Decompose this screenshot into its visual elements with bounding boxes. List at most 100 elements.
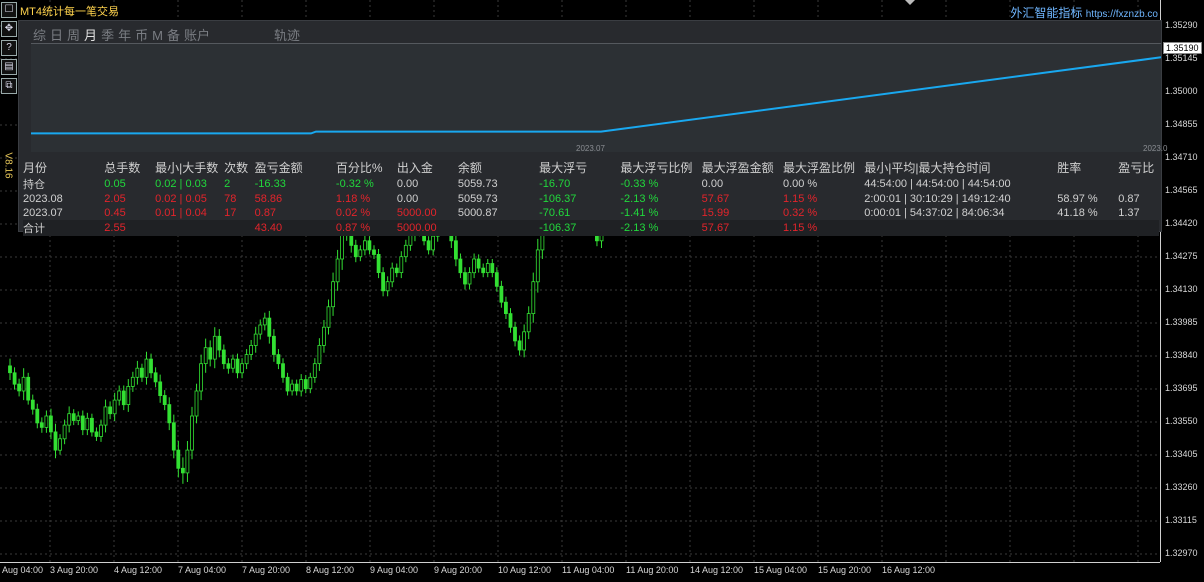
candle-body	[249, 344, 254, 355]
brand-link[interactable]: 外汇智能指标 https://fxznzb.co	[1010, 4, 1158, 21]
stats-cell: 57.67	[701, 193, 730, 205]
candle-body	[294, 383, 299, 392]
stats-cell: 57.67	[701, 220, 783, 236]
time-tick-label: 3 Aug 20:00	[50, 565, 99, 575]
candle-body	[203, 347, 208, 365]
stats-cell: 0.02 | 0.03	[155, 178, 207, 190]
stats-cell: 余额	[457, 161, 482, 175]
candle-body	[171, 422, 176, 451]
candle-body	[185, 449, 190, 474]
price-tick-label: 1.33695	[1165, 383, 1198, 393]
candle-body	[76, 415, 81, 421]
time-tick-label: 15 Aug 04:00	[754, 565, 808, 575]
stats-cell: 5000.00	[396, 220, 458, 236]
stats-table: 月份 总手数 最小|大手数 次数 盈亏金额 百分比% 出入金 余额 最大浮亏 最大浮亏比例 最大浮盈…	[23, 159, 1159, 236]
stats-cell: 41.18 %	[1057, 207, 1098, 219]
candle-body	[385, 281, 390, 292]
tab-4[interactable]: 季	[101, 28, 115, 43]
candle-body	[144, 358, 149, 378]
tab-9[interactable]: 账户	[183, 28, 210, 43]
stats-cell	[1057, 220, 1119, 236]
tab-8[interactable]: 备	[166, 28, 180, 43]
tab-1[interactable]: 日	[50, 28, 64, 43]
move-icon[interactable]: ✥	[1, 21, 17, 37]
stats-row: 持仓 0.05 0.02 | 0.03 2 -16.33 -0.32 % 0.00 5059.…	[23, 176, 1159, 192]
candle-body	[71, 413, 76, 421]
price-tick-label: 1.33405	[1165, 449, 1198, 459]
candle-body	[199, 363, 204, 392]
price-chart[interactable]	[0, 0, 1160, 562]
brand-url: https://fxznzb.co	[1085, 9, 1158, 20]
tab-0[interactable]: 综	[33, 28, 47, 43]
stats-row: 2023.08 2.05 0.02 | 0.05 78 58.86 1.18 % 0.00 5…	[23, 192, 1159, 206]
time-tick-label: 4 Aug 12:00	[114, 565, 163, 575]
candle-body	[212, 335, 217, 360]
candle-body	[358, 249, 363, 258]
brand-name: 外汇智能指标	[1010, 6, 1083, 20]
candle-body	[90, 417, 94, 433]
candle-body	[167, 404, 172, 424]
candle-body	[258, 324, 263, 335]
stats-cell: 最大浮盈比例	[782, 161, 855, 175]
candle-body	[235, 358, 240, 374]
candle-body	[121, 390, 126, 406]
candle-body	[17, 383, 22, 392]
candle-body	[321, 326, 326, 346]
time-tick-label: 9 Aug 20:00	[434, 565, 483, 575]
candle-body	[517, 340, 522, 351]
price-tick-label: 1.34275	[1165, 251, 1198, 261]
stats-cell: 0.01 | 0.04	[155, 207, 207, 219]
candle-body	[217, 335, 222, 351]
candle-body	[85, 417, 90, 431]
stats-cell: 5000.00	[396, 207, 437, 219]
candle-body	[381, 272, 386, 292]
layout-icon[interactable]: ▤	[1, 59, 17, 75]
left-toolbar: ☐ ✥? ▤ ⧉	[1, 2, 17, 97]
price-tick-label: 1.34420	[1165, 218, 1198, 228]
candle-body	[103, 406, 108, 426]
candle-body	[139, 367, 144, 378]
candle-body	[312, 363, 317, 378]
stats-cell: 0.87	[254, 207, 277, 219]
tab-2[interactable]: 周	[67, 28, 81, 43]
candle-body	[226, 363, 231, 369]
candle-body	[431, 235, 436, 251]
copy-icon[interactable]: ⧉	[1, 78, 17, 94]
price-tick-label: 1.33260	[1165, 482, 1198, 492]
tab-6[interactable]: 币	[135, 28, 149, 43]
stats-cell: 总手数	[104, 161, 141, 175]
stats-cell: 合计	[23, 220, 105, 236]
tab-7[interactable]: M	[152, 28, 163, 43]
tab-5[interactable]: 年	[118, 28, 132, 43]
price-tick-label: 1.35290	[1165, 20, 1198, 30]
help-icon[interactable]: ?	[1, 40, 17, 56]
stats-cell: 15.99	[701, 207, 730, 219]
window-restore-icon[interactable]: ☐	[1, 2, 17, 18]
stats-cell: 百分比%	[335, 161, 383, 175]
indicator-title: MT4统计每一笔交易	[20, 6, 119, 18]
stats-cell: -16.33	[254, 178, 286, 190]
candle-body	[271, 335, 276, 355]
current-price-label: 1.35190	[1163, 42, 1202, 54]
tab-10[interactable]: 轨迹	[273, 28, 300, 43]
candle-body	[503, 301, 508, 315]
candle-body	[135, 367, 140, 378]
candle-body	[26, 376, 31, 401]
stats-total-row: 合计 2.55 43.40 0.87 % 5000.00 -106.37 -2.13 % 57…	[23, 220, 1159, 236]
candle-body	[112, 399, 117, 415]
price-axis: 1.35190 1.35290 1.35145 1.35000 1.34855 1.34…	[1160, 0, 1204, 562]
candle-body	[472, 258, 477, 274]
candle-body	[513, 326, 517, 342]
candle-body	[35, 408, 40, 424]
stats-cell: 最大浮盈金额	[701, 161, 774, 175]
candle-body	[290, 383, 295, 392]
tab-3[interactable]: 月	[84, 28, 98, 43]
candle-body	[80, 415, 85, 431]
candle-body	[221, 349, 226, 365]
stats-cell: 0.87 %	[335, 220, 397, 236]
stats-cell: 次数	[224, 161, 249, 175]
candle-body	[367, 240, 372, 251]
candle-body	[285, 376, 290, 392]
stats-cell: -16.70	[539, 178, 571, 190]
equity-date-label: 2023.07	[576, 144, 605, 153]
